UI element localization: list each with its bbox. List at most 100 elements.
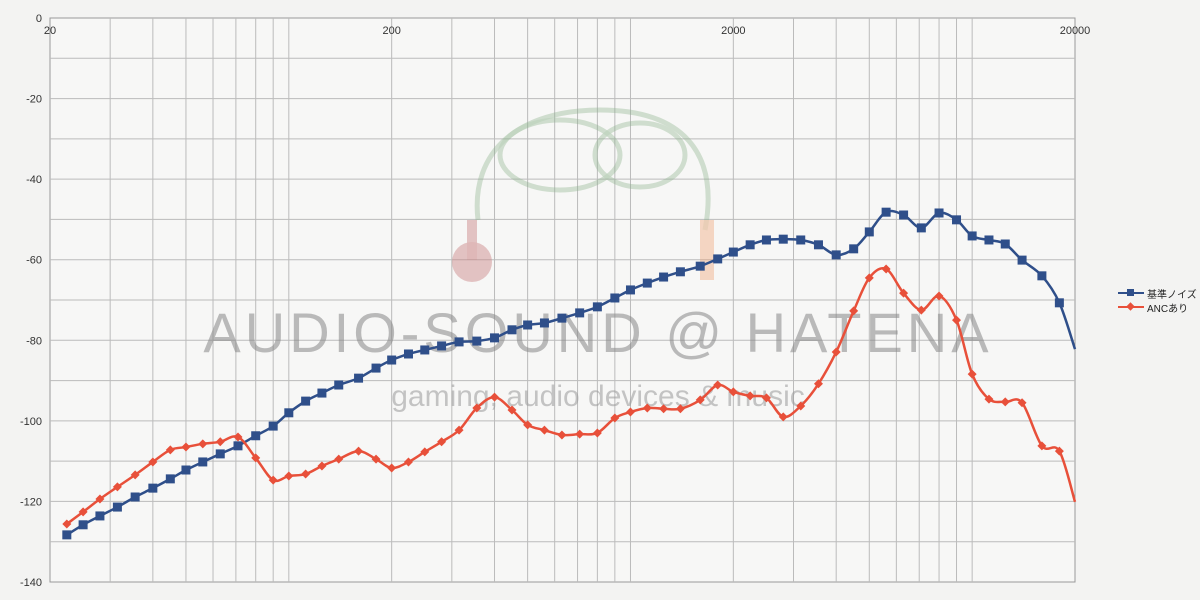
- data-point-square: [317, 388, 327, 398]
- data-point-diamond: [403, 457, 413, 467]
- data-point-diamond: [78, 507, 88, 517]
- data-point-square: [371, 363, 381, 373]
- grid: [49, 17, 1076, 583]
- data-point-square: [813, 240, 823, 250]
- data-point-square: [165, 474, 175, 484]
- data-point-square: [934, 208, 944, 218]
- data-point-square: [592, 302, 602, 312]
- data-point-diamond: [713, 380, 723, 390]
- data-point-square: [437, 341, 447, 351]
- data-point-diamond: [1054, 446, 1064, 456]
- series-layer: [62, 207, 1077, 540]
- data-point-diamond: [233, 432, 243, 442]
- data-point-square: [642, 278, 652, 288]
- data-point-diamond: [745, 391, 755, 401]
- data-point-square: [233, 441, 243, 451]
- legend-swatch-diamond-icon: [1118, 302, 1144, 312]
- data-point-square: [1017, 255, 1027, 265]
- data-point-diamond: [507, 405, 517, 415]
- data-point-diamond: [523, 420, 533, 430]
- data-point-diamond: [251, 453, 261, 463]
- data-point-square: [967, 231, 977, 241]
- data-point-diamond: [454, 425, 464, 435]
- data-point-square: [675, 267, 685, 277]
- data-point-diamond: [490, 392, 500, 402]
- data-point-diamond: [728, 387, 738, 397]
- y-tick-label: -60: [26, 255, 42, 267]
- y-tick-label: -100: [20, 416, 42, 428]
- data-point-square: [539, 318, 549, 328]
- data-point-diamond: [317, 461, 327, 471]
- y-tick-label: 0: [36, 13, 42, 25]
- data-point-diamond: [864, 273, 874, 283]
- data-point-diamond: [95, 494, 105, 504]
- data-point-diamond: [420, 447, 430, 457]
- data-point-diamond: [675, 404, 685, 414]
- y-tick-label: -80: [26, 335, 42, 347]
- x-tick-label: 2000: [721, 25, 745, 37]
- data-point-square: [1054, 298, 1064, 308]
- watermark-logo: AUDIO-SOUND @ HATENA gaming, audio devic…: [203, 107, 992, 413]
- data-point-diamond: [778, 412, 788, 422]
- data-point-square: [899, 210, 909, 220]
- x-tick-label: 20000: [1060, 25, 1091, 37]
- data-point-diamond: [695, 395, 705, 405]
- data-point-square: [761, 235, 771, 245]
- data-point-square: [148, 483, 158, 493]
- data-point-diamond: [1000, 397, 1010, 407]
- data-point-square: [916, 223, 926, 233]
- data-point-square: [334, 380, 344, 390]
- data-point-diamond: [198, 439, 208, 449]
- data-point-square: [112, 502, 122, 512]
- data-point-diamond: [437, 437, 447, 447]
- data-point-diamond: [371, 454, 381, 464]
- data-point-square: [625, 285, 635, 295]
- data-point-diamond: [539, 425, 549, 435]
- data-point-diamond: [301, 469, 311, 479]
- data-point-square: [198, 457, 208, 467]
- data-point-square: [130, 492, 140, 502]
- tick-labels: 20 200 2000 20000 0 -20 -40 -60 -80 -100 -120 -140: [20, 13, 1090, 589]
- data-point-diamond: [984, 394, 994, 404]
- data-point-square: [95, 511, 105, 521]
- data-point-square: [454, 337, 464, 347]
- data-point-square: [215, 449, 225, 459]
- data-point-square: [745, 240, 755, 250]
- data-point-square: [251, 431, 261, 441]
- data-point-diamond: [916, 305, 926, 315]
- data-point-diamond: [659, 404, 669, 414]
- data-point-diamond: [849, 306, 859, 316]
- data-point-diamond: [284, 471, 294, 481]
- data-point-diamond: [934, 291, 944, 301]
- legend-item-reference-noise: 基準ノイズ: [1118, 286, 1197, 301]
- legend-swatch-square-icon: [1118, 288, 1144, 298]
- data-point-square: [268, 421, 278, 431]
- data-point-square: [831, 250, 841, 260]
- watermark-subtitle: gaming, audio devices & music: [391, 380, 805, 413]
- data-point-diamond: [796, 401, 806, 411]
- data-point-diamond: [557, 430, 567, 440]
- data-point-diamond: [148, 457, 158, 467]
- data-point-diamond: [899, 288, 909, 298]
- data-point-square: [659, 272, 669, 282]
- data-point-diamond: [761, 393, 771, 403]
- data-point-square: [778, 234, 788, 244]
- legend-label: 基準ノイズ: [1147, 289, 1197, 301]
- x-tick-label: 200: [382, 25, 400, 37]
- data-point-diamond: [575, 429, 585, 439]
- data-point-square: [301, 396, 311, 406]
- data-point-diamond: [181, 442, 191, 452]
- data-point-diamond: [642, 403, 652, 413]
- data-point-square: [1000, 239, 1010, 249]
- data-point-diamond: [387, 463, 397, 473]
- y-tick-label: -140: [20, 577, 42, 589]
- data-point-diamond: [472, 403, 482, 413]
- watermark-title: AUDIO-SOUND @ HATENA: [203, 301, 992, 364]
- legend: 基準ノイズ ANCあり: [1118, 286, 1197, 315]
- data-point-square: [1037, 271, 1047, 281]
- y-tick-label: -20: [26, 94, 42, 106]
- data-point-diamond: [625, 407, 635, 417]
- data-point-square: [181, 465, 191, 475]
- data-point-square: [403, 349, 413, 359]
